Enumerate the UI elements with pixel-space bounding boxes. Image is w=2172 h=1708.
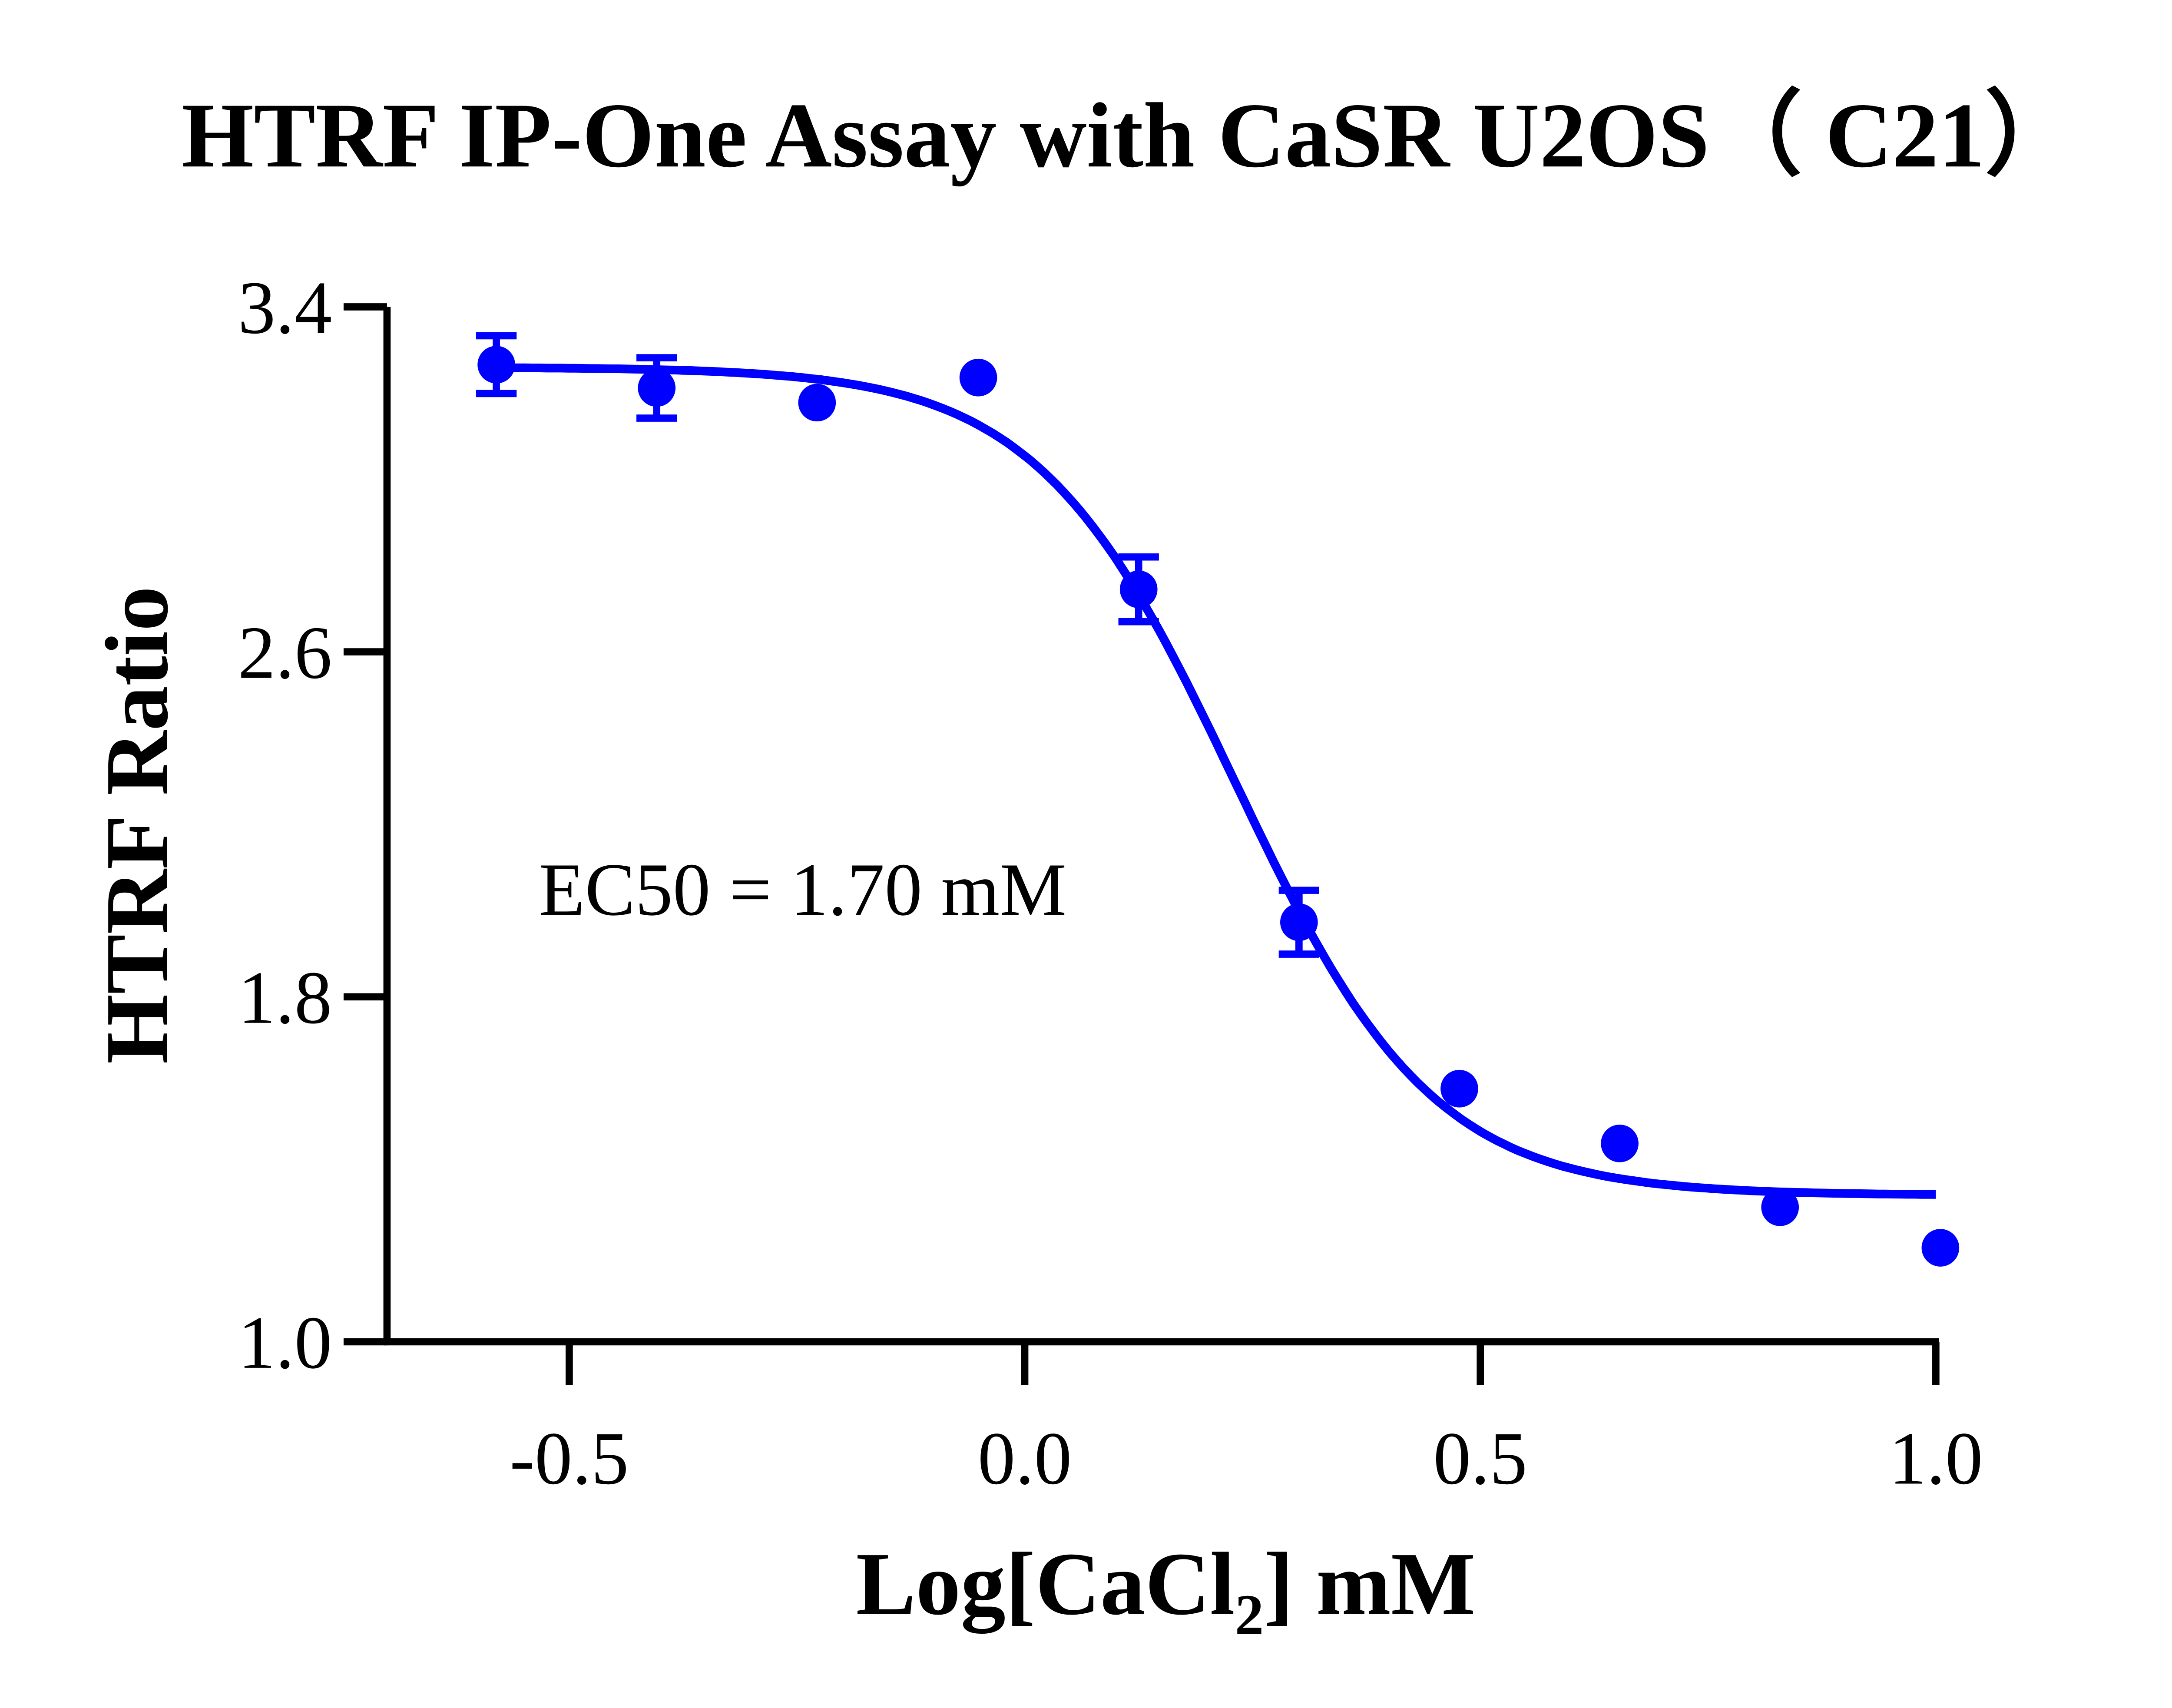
y-tick-label: 2.6 — [238, 612, 332, 695]
data-point — [1119, 570, 1158, 608]
data-point — [477, 346, 515, 384]
x-tick-label: 1.0 — [1889, 1417, 1983, 1500]
data-marks — [476, 332, 1960, 1267]
x-axis-label: Log[CaCl2] mM — [856, 1534, 1475, 1647]
data-point — [1280, 903, 1318, 941]
data-point — [1440, 1069, 1478, 1108]
y-axis-label: HTRF Ratio — [87, 586, 186, 1064]
x-tick-label: 0.5 — [1433, 1417, 1527, 1500]
axes: 1.0 1.8 2.6 3.4 -0.5 0.0 0.5 1.0 — [238, 266, 1983, 1500]
y-tick-label: 3.4 — [238, 266, 332, 349]
data-point — [959, 358, 997, 397]
ec50-annotation: EC50 = 1.70 mM — [539, 848, 1066, 931]
y-tick-label: 1.0 — [238, 1301, 332, 1384]
data-point — [798, 384, 836, 422]
data-point — [1601, 1124, 1639, 1162]
fit-curve — [496, 363, 1936, 1199]
x-tick-label: -0.5 — [510, 1417, 629, 1500]
x-tick-label: 0.0 — [978, 1417, 1072, 1500]
y-tick-label: 1.8 — [238, 957, 332, 1039]
data-point — [1761, 1188, 1799, 1226]
data-point — [1921, 1229, 1960, 1267]
chart-title: HTRF IP-One Assay with CaSR U2OS（ C21） — [182, 84, 2077, 187]
data-point — [638, 369, 676, 407]
